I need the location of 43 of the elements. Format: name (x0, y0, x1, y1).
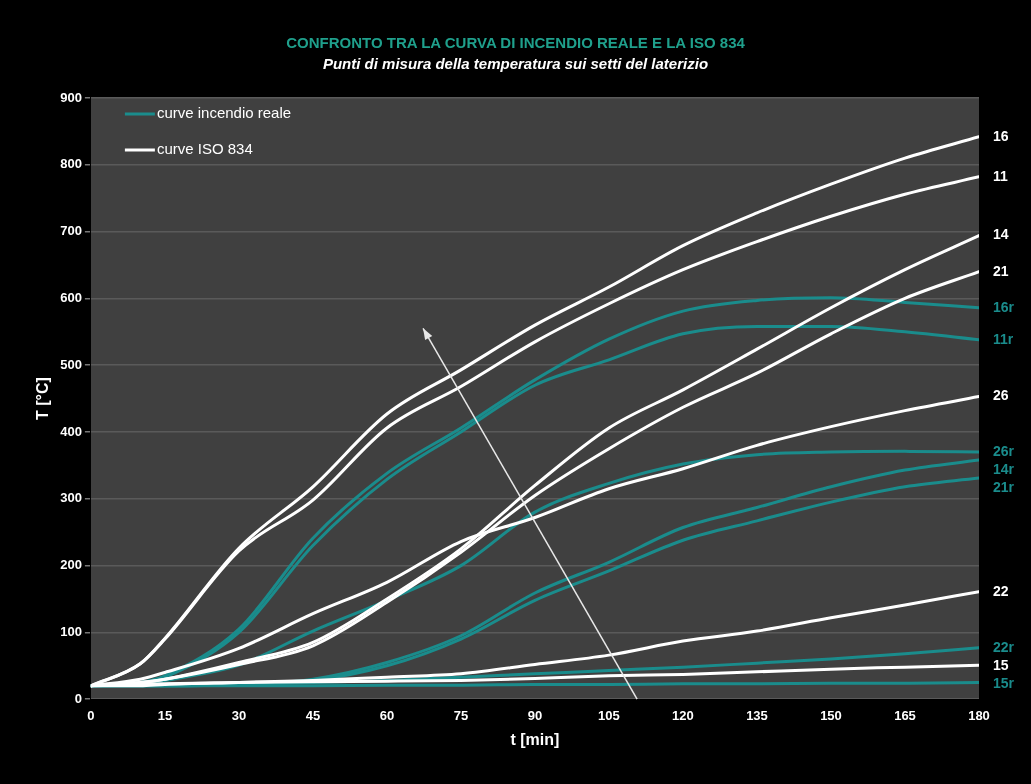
y-tick-label: 200 (60, 557, 82, 573)
x-tick-label: 0 (87, 707, 95, 723)
chart-subtitle: Punti di misura della temperatura sui setti del laterizio (321, 55, 710, 72)
y-tick-label: 900 (60, 89, 82, 105)
x-tick-label: 90 (527, 707, 543, 723)
y-tick-label: 700 (60, 223, 82, 239)
x-tick-label: 165 (894, 707, 916, 723)
series-label: 16 (993, 127, 1009, 144)
series-label: 15r (993, 674, 1015, 691)
x-tick-label: 30 (231, 707, 247, 723)
series-label: 15 (993, 656, 1009, 673)
y-tick-label: 0 (74, 690, 82, 706)
x-tick-label: 75 (453, 707, 469, 723)
y-tick-label: 600 (60, 289, 82, 305)
y-axis-title: T [°C] (34, 377, 52, 421)
x-tick-label: 135 (746, 707, 768, 723)
series-label: 26 (993, 387, 1009, 404)
x-tick-label: 105 (598, 707, 620, 723)
y-tick-label: 100 (60, 623, 82, 639)
series-label: 26r (993, 442, 1015, 459)
series-label: 14r (993, 460, 1015, 477)
chart-title: CONFRONTO TRA LA CURVA DI INCENDIO REALE E LA ISO 834 (285, 34, 746, 51)
series-label: 11 (993, 167, 1009, 184)
x-tick-label: 180 (968, 707, 990, 723)
y-tick-label: 300 (60, 490, 82, 506)
x-tick-label: 60 (379, 707, 395, 723)
y-tick-label: 500 (60, 356, 82, 372)
annotation: curve ISO 834 (156, 140, 253, 158)
series-label: 11r (993, 330, 1014, 347)
annotation: curve incendio reale (156, 104, 292, 122)
series-label: 21 (993, 262, 1009, 279)
series-label: 22r (993, 638, 1015, 655)
x-axis-title: t [min] (510, 730, 560, 748)
x-tick-label: 15 (157, 707, 173, 723)
series-label: 22 (993, 582, 1009, 599)
x-tick-label: 150 (820, 707, 842, 723)
series-label: 16r (993, 298, 1015, 315)
y-tick-label: 800 (60, 156, 82, 172)
series-label: 21r (993, 478, 1015, 495)
x-tick-label: 45 (305, 707, 321, 723)
y-tick-label: 400 (60, 423, 82, 439)
series-label: 14 (993, 226, 1009, 243)
x-tick-label: 120 (672, 707, 694, 723)
